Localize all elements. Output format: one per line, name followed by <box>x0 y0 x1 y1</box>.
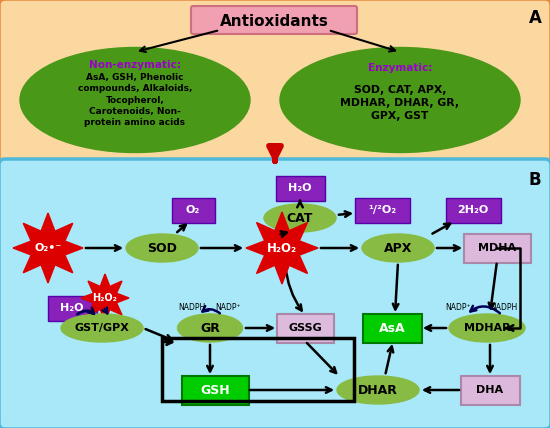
Text: DHA: DHA <box>476 385 504 395</box>
Ellipse shape <box>61 314 143 342</box>
Text: GR: GR <box>200 321 220 335</box>
Text: CAT: CAT <box>287 211 313 225</box>
Text: DHAR: DHAR <box>358 383 398 396</box>
FancyBboxPatch shape <box>277 313 333 342</box>
Text: GSSG: GSSG <box>288 323 322 333</box>
Text: AsA, GSH, Phenolic
compounds, Alkaloids,
Tocopherol,
Carotenoids, Non-
protein a: AsA, GSH, Phenolic compounds, Alkaloids,… <box>78 73 192 128</box>
FancyBboxPatch shape <box>182 375 249 404</box>
Text: APX: APX <box>384 241 412 255</box>
FancyBboxPatch shape <box>172 197 214 223</box>
Text: B: B <box>529 171 541 189</box>
Text: MDHAR: MDHAR <box>464 323 510 333</box>
Text: H₂O: H₂O <box>288 183 312 193</box>
Polygon shape <box>13 213 83 283</box>
Text: NADPH: NADPH <box>491 303 518 312</box>
Polygon shape <box>246 212 318 284</box>
Text: Non-enzymatic:: Non-enzymatic: <box>89 60 181 70</box>
Text: GST/GPX: GST/GPX <box>75 323 129 333</box>
Text: A: A <box>529 9 541 27</box>
FancyBboxPatch shape <box>446 197 501 223</box>
Text: MDHA: MDHA <box>478 243 516 253</box>
Text: Antioxidants: Antioxidants <box>219 14 328 29</box>
Text: GSH: GSH <box>200 383 230 396</box>
Text: SOD: SOD <box>147 241 177 255</box>
Text: SOD, CAT, APX,
MDHAR, DHAR, GR,
GPX, GST: SOD, CAT, APX, MDHAR, DHAR, GR, GPX, GST <box>340 85 460 121</box>
FancyBboxPatch shape <box>355 197 410 223</box>
Text: 2H₂O: 2H₂O <box>458 205 488 215</box>
Text: O₂: O₂ <box>186 205 200 215</box>
FancyBboxPatch shape <box>47 295 96 321</box>
Ellipse shape <box>280 48 520 152</box>
FancyBboxPatch shape <box>0 0 550 163</box>
Text: H₂O₂: H₂O₂ <box>92 293 118 303</box>
Text: NADPH: NADPH <box>178 303 206 312</box>
Ellipse shape <box>337 376 419 404</box>
Text: AsA: AsA <box>379 321 405 335</box>
FancyBboxPatch shape <box>0 159 550 428</box>
Ellipse shape <box>362 234 434 262</box>
FancyBboxPatch shape <box>464 234 531 262</box>
Ellipse shape <box>264 204 336 232</box>
FancyBboxPatch shape <box>276 175 324 200</box>
Text: O₂•⁻: O₂•⁻ <box>34 243 62 253</box>
Polygon shape <box>81 274 129 322</box>
Text: NADP⁺: NADP⁺ <box>215 303 241 312</box>
Text: ¹/²O₂: ¹/²O₂ <box>368 205 396 215</box>
FancyBboxPatch shape <box>362 313 421 342</box>
Ellipse shape <box>449 314 525 342</box>
Ellipse shape <box>126 234 198 262</box>
FancyBboxPatch shape <box>191 6 357 34</box>
Text: H₂O: H₂O <box>60 303 84 313</box>
Text: H₂O₂: H₂O₂ <box>267 241 297 255</box>
Ellipse shape <box>20 48 250 152</box>
Text: NADP⁺: NADP⁺ <box>445 303 471 312</box>
Ellipse shape <box>178 314 243 342</box>
Text: Enzymatic:: Enzymatic: <box>368 63 432 73</box>
FancyBboxPatch shape <box>460 375 520 404</box>
